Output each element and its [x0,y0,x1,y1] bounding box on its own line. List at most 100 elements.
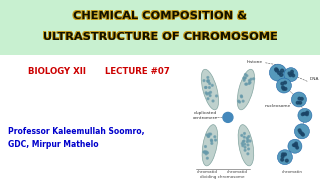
Circle shape [302,133,304,136]
Circle shape [207,76,209,78]
Text: ULTRASTRUCTURE OF CHROMOSOME: ULTRASTRUCTURE OF CHROMOSOME [42,31,277,41]
Circle shape [207,152,208,154]
Circle shape [276,69,278,72]
Circle shape [215,139,216,141]
Circle shape [284,87,287,90]
Circle shape [242,145,244,147]
Circle shape [207,136,209,137]
Circle shape [282,153,284,156]
Circle shape [289,74,292,76]
Text: ULTRASTRUCTURE OF CHROMOSOME: ULTRASTRUCTURE OF CHROMOSOME [43,32,278,42]
Circle shape [292,144,295,146]
Circle shape [204,151,206,153]
Circle shape [208,135,210,137]
Text: CHEMICAL COMPOSITION &: CHEMICAL COMPOSITION & [72,11,246,21]
Text: DNA: DNA [309,77,319,81]
Circle shape [291,70,293,73]
Circle shape [301,132,303,135]
Circle shape [244,77,246,79]
Text: ULTRASTRUCTURE OF CHROMOSOME: ULTRASTRUCTURE OF CHROMOSOME [43,32,278,42]
Circle shape [244,146,246,148]
Circle shape [292,74,295,77]
Circle shape [245,83,247,85]
Circle shape [284,81,286,84]
Circle shape [282,87,285,90]
Circle shape [208,92,210,94]
Circle shape [247,153,249,155]
Circle shape [205,151,207,153]
Circle shape [280,73,283,76]
Circle shape [301,113,304,116]
Circle shape [303,112,305,115]
Circle shape [246,137,248,139]
Circle shape [206,93,208,95]
Circle shape [295,142,297,145]
Circle shape [300,97,303,100]
Text: CHEMICAL COMPOSITION &: CHEMICAL COMPOSITION & [73,12,247,22]
Circle shape [210,91,212,93]
Circle shape [210,133,212,135]
Circle shape [294,124,309,139]
Text: CHEMICAL COMPOSITION &: CHEMICAL COMPOSITION & [74,12,248,22]
Circle shape [253,78,254,80]
Circle shape [239,101,241,103]
Circle shape [244,74,246,75]
Text: chromatid: chromatid [227,170,247,174]
Circle shape [205,92,207,94]
Circle shape [212,84,213,86]
Text: duplicated
centromere: duplicated centromere [192,111,218,120]
Circle shape [298,108,312,122]
Circle shape [206,157,208,159]
Circle shape [207,81,209,83]
Text: CHEMICAL COMPOSITION &: CHEMICAL COMPOSITION & [73,10,247,20]
Text: ULTRASTRUCTURE OF CHROMOSOME: ULTRASTRUCTURE OF CHROMOSOME [43,31,278,41]
Circle shape [204,146,206,147]
Circle shape [241,143,243,144]
Circle shape [242,141,244,143]
Circle shape [284,153,286,156]
Text: ULTRASTRUCTURE OF CHROMOSOME: ULTRASTRUCTURE OF CHROMOSOME [43,31,277,41]
Circle shape [295,144,298,147]
Circle shape [246,83,247,85]
Circle shape [281,158,284,161]
Circle shape [249,82,251,83]
Circle shape [211,140,212,142]
Circle shape [243,77,245,79]
Circle shape [296,101,299,104]
Text: dividing chromosome: dividing chromosome [200,175,244,179]
Circle shape [241,134,243,136]
Circle shape [298,129,301,132]
Circle shape [278,71,281,74]
Circle shape [246,75,248,77]
Circle shape [248,148,250,150]
Circle shape [242,100,244,102]
Circle shape [294,144,296,147]
Circle shape [203,151,205,153]
Circle shape [269,64,286,81]
Bar [0,0,320,55]
Ellipse shape [238,125,254,166]
Circle shape [209,87,210,88]
Circle shape [282,86,284,89]
Ellipse shape [237,69,255,110]
Circle shape [276,78,292,93]
Circle shape [205,87,207,88]
Circle shape [305,112,307,115]
Circle shape [206,134,208,136]
Circle shape [246,141,248,143]
Circle shape [244,77,245,79]
Circle shape [208,80,209,82]
Circle shape [306,111,308,114]
Text: GDC, Mirpur Mathelo: GDC, Mirpur Mathelo [8,140,99,149]
Circle shape [292,92,307,107]
Circle shape [243,136,245,138]
Circle shape [249,80,250,82]
Text: CHEMICAL COMPOSITION &: CHEMICAL COMPOSITION & [72,10,246,20]
Text: BIOLOGY XII: BIOLOGY XII [28,67,86,76]
Circle shape [204,151,205,153]
Circle shape [291,73,293,75]
Circle shape [288,72,291,75]
Text: CHEMICAL COMPOSITION &: CHEMICAL COMPOSITION & [74,10,248,20]
Text: histone: histone [247,60,263,64]
Circle shape [203,80,205,82]
